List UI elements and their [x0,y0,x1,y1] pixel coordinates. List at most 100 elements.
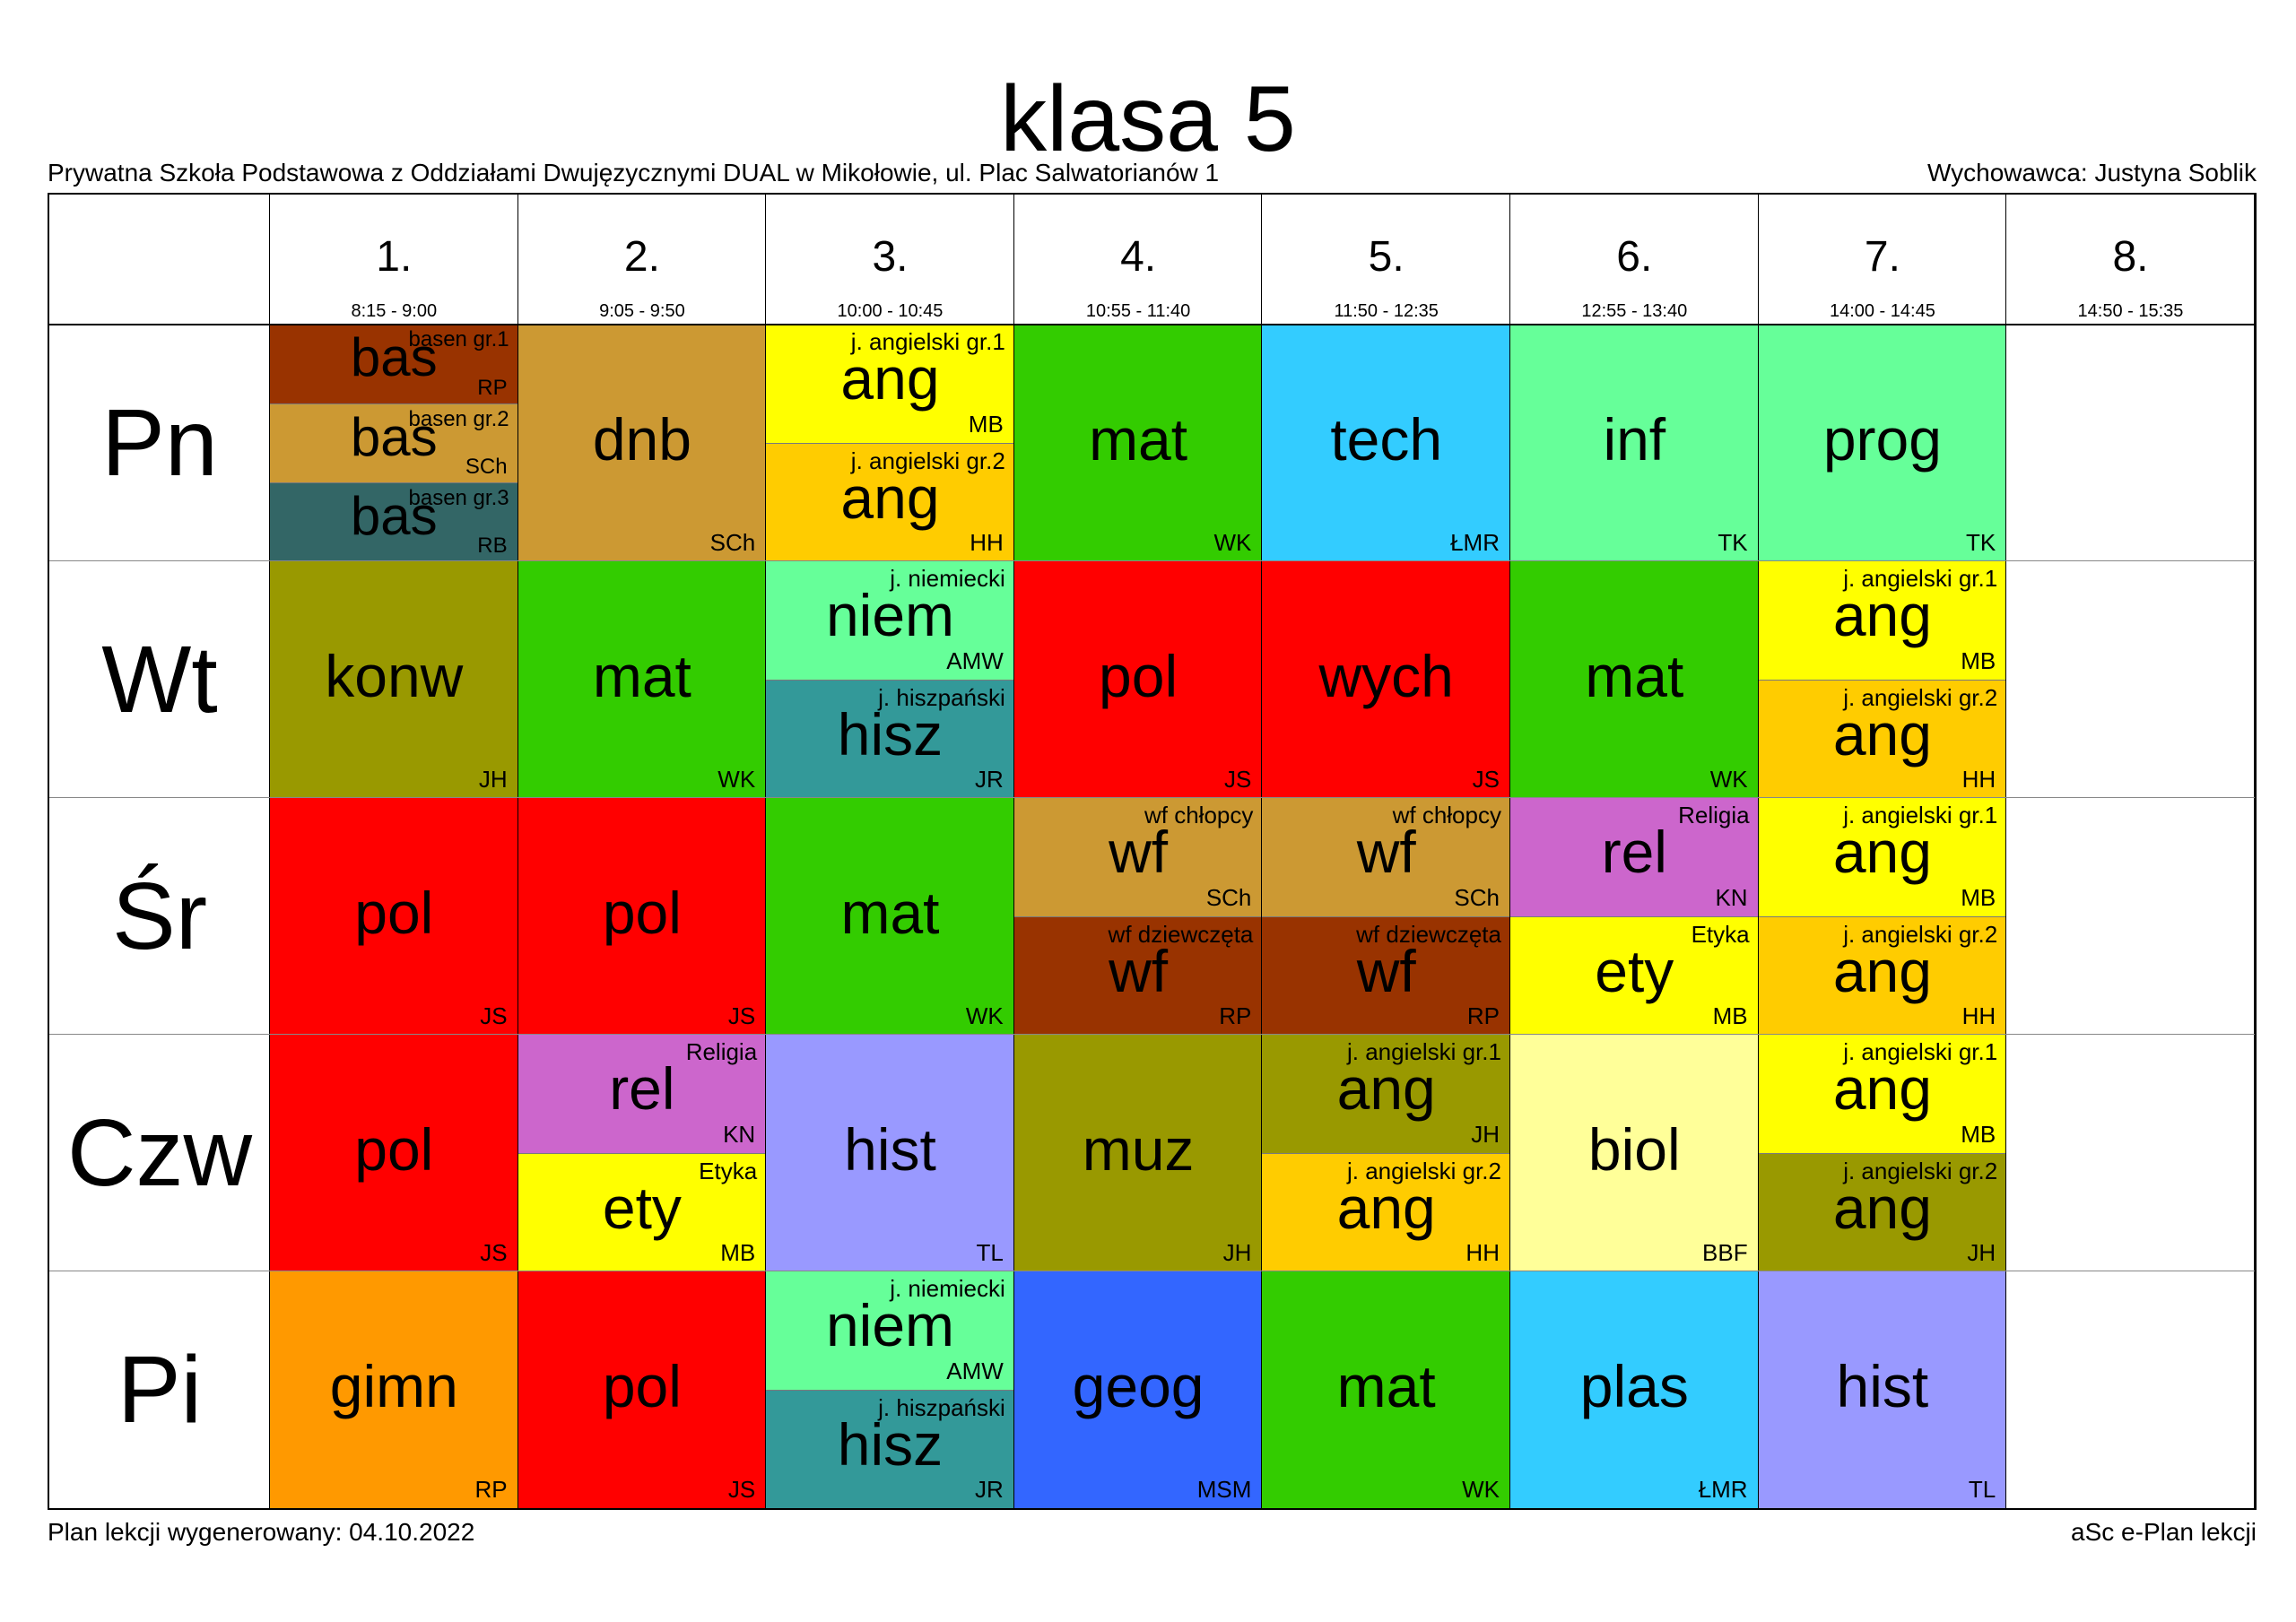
lesson-cell[interactable]: pol JS [270,798,518,1035]
period-header: 3. 10:00 - 10:45 [766,195,1014,325]
subject-abbr: pol [1099,643,1178,709]
lesson-cell[interactable]: mat WK [517,561,767,798]
lesson-cell[interactable]: rel Religia KN [517,1035,767,1153]
subject-abbr: niem [825,582,955,648]
subject-full-name: basen gr.2 [408,407,509,431]
subject-abbr: inf [1603,406,1666,473]
lesson-cell[interactable]: ang j. angielski gr.1 MB [766,325,1014,443]
grid-column-line [269,195,270,1508]
lesson-cell[interactable]: bas basen gr.2 SCh [270,403,518,482]
lesson-cell[interactable]: ang j. angielski gr.1 JH [1262,1035,1510,1153]
lesson-cell[interactable]: gimn RP [270,1271,518,1508]
lesson-cell[interactable]: plas ŁMR [1510,1271,1759,1508]
lesson-cell[interactable]: mat WK [1013,325,1263,561]
lesson-cell[interactable]: wf wf chłopcy SCh [1262,798,1510,916]
lesson-cell[interactable]: prog TK [1758,325,2007,561]
teacher-initials: MB [1961,884,1996,911]
lesson-cell[interactable]: wych JS [1262,561,1510,798]
subject-abbr: wf [1109,819,1169,885]
period-time: 9:05 - 9:50 [599,301,685,321]
lesson-cell[interactable]: ang j. angielski gr.2 JH [1758,1153,2007,1271]
period-time: 14:50 - 15:35 [2077,301,2184,321]
lesson-cell[interactable]: ang j. angielski gr.2 HH [1758,680,2007,798]
subject-abbr: ang [840,464,940,531]
teacher-initials: RP [1219,1002,1252,1029]
lesson-cell[interactable]: biol BBF [1510,1035,1759,1271]
teacher-initials: RB [477,533,508,558]
subject-abbr: ety [602,1175,682,1241]
lesson-cell[interactable]: hisz j. hiszpański JR [766,1390,1014,1508]
lesson-cell[interactable]: niem j. niemiecki AMW [766,1271,1014,1390]
subject-full-name: Religia [685,1038,758,1065]
lesson-cell[interactable]: bas basen gr.3 RB [270,482,518,561]
lesson-cell[interactable]: wf wf dziewczęta RP [1013,916,1263,1035]
subject-abbr: hisz [837,1411,944,1478]
lesson-cell[interactable]: ety Etyka MB [517,1153,767,1271]
lesson-cell[interactable]: wf wf chłopcy SCh [1013,798,1263,916]
lesson-cell[interactable]: mat WK [766,798,1014,1035]
lesson-cell[interactable]: pol JS [1013,561,1263,798]
subject-full-name: Religia [1678,802,1750,828]
teacher-initials: JR [975,766,1004,793]
lesson-cell[interactable]: dnb SCh [517,325,767,561]
lesson-cell[interactable]: mat WK [1510,561,1759,798]
lesson-cell[interactable]: muz JH [1013,1035,1263,1271]
subject-abbr: bas [350,327,438,387]
lesson-cell[interactable]: geog MSM [1013,1271,1263,1508]
subject-abbr: wf [1109,938,1169,1004]
teacher-initials: MB [1961,1121,1996,1148]
teacher-initials: TK [1965,529,1996,556]
lesson-cell[interactable]: ang j. angielski gr.2 HH [1758,916,2007,1035]
lesson-cell[interactable]: pol JS [270,1035,518,1271]
lesson-cell[interactable]: inf TK [1510,325,1759,561]
teacher-initials: HH [1465,1239,1500,1266]
teacher-initials: TK [1718,529,1748,556]
teacher-initials: JS [480,1002,508,1029]
period-number: 8. [2112,233,2149,281]
subject-abbr: ang [1832,938,1932,1004]
lesson-cell[interactable]: ang j. angielski gr.1 MB [1758,561,2007,680]
lesson-cell[interactable]: hist TL [766,1035,1014,1271]
teacher-initials: WK [1462,1476,1500,1503]
lesson-cell[interactable]: bas basen gr.1 RP [270,325,518,403]
teacher-initials: WK [718,766,756,793]
period-header: 7. 14:00 - 14:45 [1759,195,2007,325]
lesson-cell[interactable]: wf wf dziewczęta RP [1262,916,1510,1035]
lesson-cell[interactable]: pol JS [517,798,767,1035]
lesson-cell[interactable]: ang j. angielski gr.2 HH [766,443,1014,561]
lesson-cell[interactable]: konw JH [270,561,518,798]
teacher-initials: SCh [709,529,756,556]
teacher-initials: WK [965,1002,1004,1029]
teacher-initials: JS [727,1476,756,1503]
subject-abbr: pol [602,1353,682,1419]
lesson-cell[interactable]: ang j. angielski gr.1 MB [1758,1035,2007,1153]
subject-abbr: wych [1318,643,1454,709]
lesson-cell[interactable]: pol JS [517,1271,767,1508]
lesson-cell[interactable]: mat WK [1262,1271,1510,1508]
teacher-initials: JH [1222,1239,1252,1266]
school-name: Prywatna Szkoła Podstawowa z Oddziałami … [48,159,1220,186]
lesson-cell[interactable]: niem j. niemiecki AMW [766,561,1014,680]
lesson-cell[interactable]: ang j. angielski gr.2 HH [1262,1153,1510,1271]
teacher-initials: KN [1715,884,1748,911]
lesson-cell[interactable]: ang j. angielski gr.1 MB [1758,798,2007,916]
period-header: 1. 8:15 - 9:00 [270,195,518,325]
lesson-cell[interactable]: tech ŁMR [1262,325,1510,561]
grid-column-line [2253,195,2255,1508]
subject-abbr: ang [1832,819,1932,885]
teacher-initials: HH [1961,1002,1996,1029]
period-header: 6. 12:55 - 13:40 [1510,195,1759,325]
subject-abbr: hist [1836,1353,1929,1419]
lesson-cell[interactable]: rel Religia KN [1510,798,1759,916]
lesson-cell[interactable]: hisz j. hiszpański JR [766,680,1014,798]
teacher-initials: JS [480,1239,508,1266]
subject-abbr: muz [1082,1116,1195,1183]
lesson-cell[interactable]: ety Etyka MB [1510,916,1759,1035]
lesson-cell[interactable]: hist TL [1758,1271,2007,1508]
period-time: 14:00 - 14:45 [1829,301,1935,321]
period-number: 2. [623,233,660,281]
subject-abbr: ang [1832,1055,1932,1122]
subject-full-name: j. hiszpański [878,684,1005,711]
subject-abbr: mat [1336,1353,1436,1419]
subject-full-name: j. angielski gr.2 [1843,1158,1998,1184]
